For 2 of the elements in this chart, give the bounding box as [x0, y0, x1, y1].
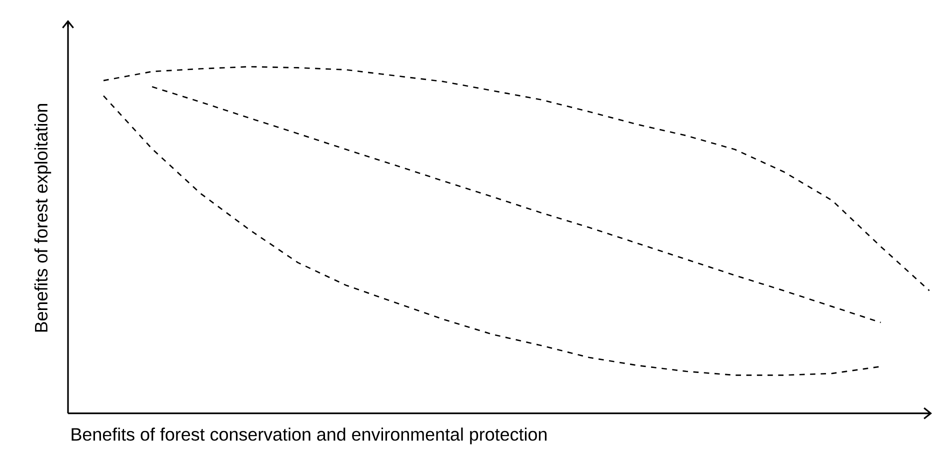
x-axis-title: Benefits of forest conservation and environmental protection [72, 427, 547, 444]
y-axis-title: Benefits of forest exploitation [34, 104, 52, 332]
